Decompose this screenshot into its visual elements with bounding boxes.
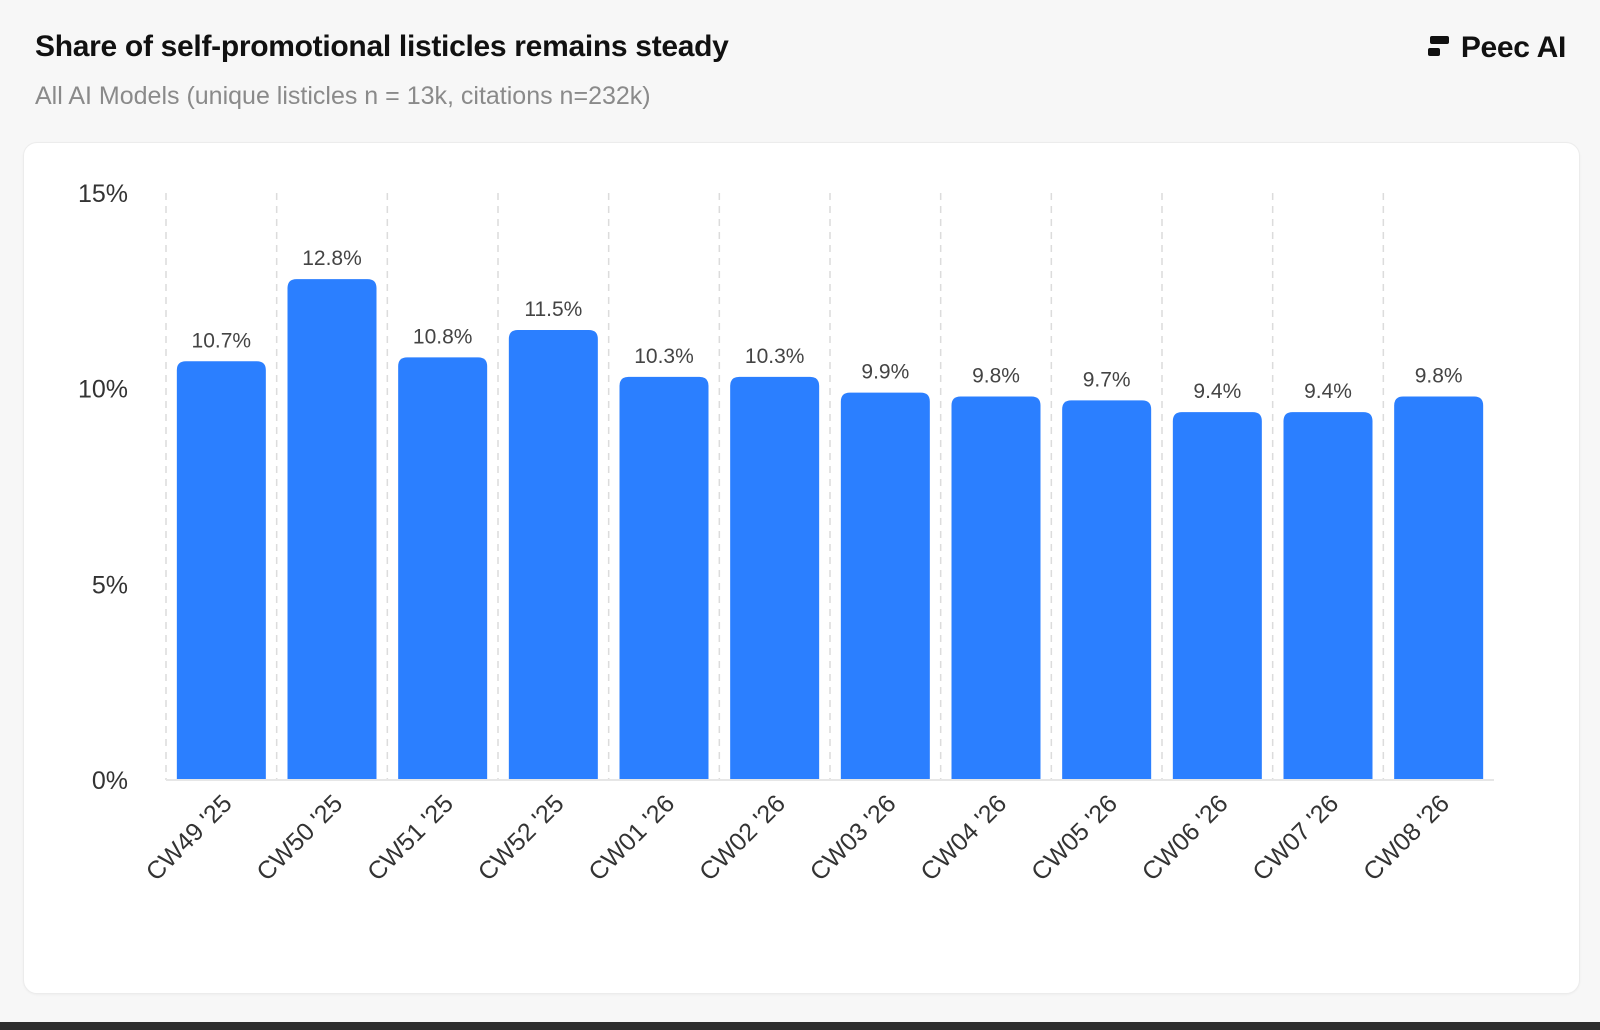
bar	[1172, 412, 1262, 780]
x-tick-label: CW04 '26	[915, 789, 1012, 886]
x-tick-label: CW49 '25	[141, 789, 238, 886]
value-label: 10.3%	[634, 345, 694, 368]
x-tick-label: CW52 '25	[473, 789, 570, 886]
x-tick-label: CW01 '26	[583, 789, 680, 886]
value-label: 9.4%	[1193, 380, 1241, 403]
x-tick-label: CW08 '26	[1358, 789, 1455, 886]
x-tick-label: CW05 '26	[1026, 789, 1123, 886]
value-label: 9.7%	[1083, 368, 1131, 391]
value-label: 12.8%	[302, 247, 362, 270]
chart-title: Share of self-promotional listicles rema…	[35, 30, 729, 63]
x-tick-label: CW02 '26	[694, 789, 791, 886]
y-tick-label: 0%	[92, 767, 128, 795]
value-label: 10.8%	[413, 325, 473, 348]
bar	[1394, 396, 1484, 780]
chart-card: 0% 5% 10% 15% 10.7% CW49 '25 12.8% CW50 '25 10.8…	[23, 142, 1580, 994]
bottom-border	[0, 1022, 1600, 1030]
y-tick-label: 15%	[78, 180, 128, 208]
x-tick-label: CW51 '25	[362, 789, 459, 886]
brand-name: Peec AI	[1460, 31, 1566, 64]
x-tick-label: CW50 '25	[251, 789, 348, 886]
chart-subtitle: All AI Models (unique listicles n = 13k,…	[35, 82, 651, 110]
bar	[951, 396, 1041, 780]
bar	[398, 357, 488, 780]
bar	[287, 279, 377, 780]
value-label: 11.5%	[524, 298, 582, 321]
bar-chart: 0% 5% 10% 15% 10.7% CW49 '25 12.8% CW50 '25 10.8…	[78, 180, 1494, 886]
bar	[176, 361, 266, 780]
x-tick-label: CW06 '26	[1137, 789, 1234, 886]
value-label: 10.7%	[192, 329, 252, 352]
bar	[619, 376, 709, 780]
y-tick-label: 10%	[78, 376, 128, 404]
value-label: 9.8%	[972, 364, 1020, 387]
peec-logo-icon	[1427, 34, 1451, 63]
value-label: 10.3%	[745, 345, 805, 368]
bar	[840, 392, 930, 780]
bar	[1062, 400, 1152, 780]
x-tick-label: CW03 '26	[805, 789, 902, 886]
value-label: 9.8%	[1415, 364, 1463, 387]
bar	[508, 329, 598, 780]
value-label: 9.4%	[1304, 380, 1352, 403]
brand-logo: Peec AI	[1427, 31, 1566, 65]
bar	[730, 376, 820, 780]
bar	[1283, 412, 1373, 780]
value-label: 9.9%	[861, 361, 909, 384]
y-tick-label: 5%	[92, 571, 128, 599]
x-tick-label: CW07 '26	[1247, 789, 1344, 886]
